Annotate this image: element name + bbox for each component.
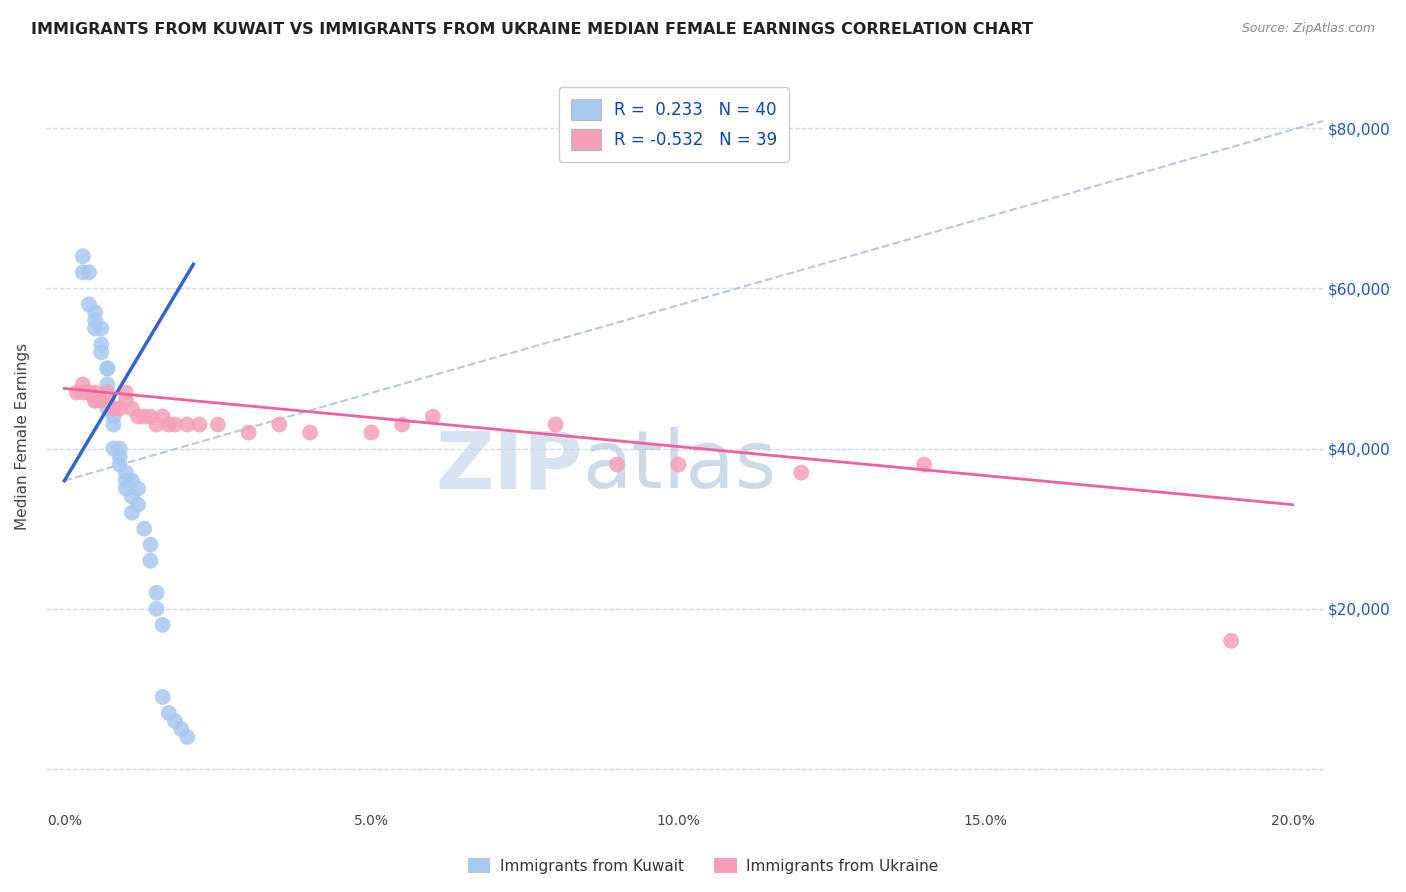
Point	[84, 321, 107, 335]
Point	[72, 385, 94, 400]
Point	[157, 417, 180, 432]
Point	[103, 442, 125, 456]
Point	[152, 409, 174, 424]
Point	[103, 417, 125, 432]
Point	[360, 425, 382, 440]
Point	[96, 401, 118, 416]
Point	[238, 425, 260, 440]
Point	[163, 417, 186, 432]
Point	[163, 714, 186, 728]
Y-axis label: Median Female Earnings: Median Female Earnings	[15, 343, 30, 530]
Point	[139, 554, 162, 568]
Point	[912, 458, 935, 472]
Point	[544, 417, 567, 432]
Point	[90, 321, 112, 335]
Point	[145, 602, 167, 616]
Point	[152, 690, 174, 704]
Legend: Immigrants from Kuwait, Immigrants from Ukraine: Immigrants from Kuwait, Immigrants from …	[461, 852, 945, 880]
Point	[121, 401, 143, 416]
Point	[790, 466, 813, 480]
Point	[127, 409, 149, 424]
Point	[90, 393, 112, 408]
Point	[90, 393, 112, 408]
Point	[176, 730, 198, 744]
Point	[96, 385, 118, 400]
Point	[77, 385, 100, 400]
Point	[108, 450, 131, 464]
Point	[114, 466, 136, 480]
Point	[1220, 633, 1243, 648]
Point	[96, 377, 118, 392]
Point	[90, 345, 112, 359]
Point	[108, 401, 131, 416]
Point	[145, 586, 167, 600]
Point	[114, 385, 136, 400]
Point	[77, 297, 100, 311]
Point	[207, 417, 229, 432]
Point	[77, 265, 100, 279]
Point	[90, 337, 112, 351]
Text: ZIP: ZIP	[436, 427, 582, 506]
Point	[72, 265, 94, 279]
Point	[188, 417, 211, 432]
Point	[103, 401, 125, 416]
Point	[391, 417, 413, 432]
Point	[84, 313, 107, 327]
Point	[84, 305, 107, 319]
Point	[103, 401, 125, 416]
Point	[108, 442, 131, 456]
Point	[145, 417, 167, 432]
Point	[157, 706, 180, 720]
Point	[152, 617, 174, 632]
Point	[139, 409, 162, 424]
Point	[96, 361, 118, 376]
Point	[134, 522, 156, 536]
Text: Source: ZipAtlas.com: Source: ZipAtlas.com	[1241, 22, 1375, 36]
Point	[127, 482, 149, 496]
Point	[139, 538, 162, 552]
Point	[96, 361, 118, 376]
Point	[114, 482, 136, 496]
Point	[103, 409, 125, 424]
Point	[72, 249, 94, 263]
Point	[121, 506, 143, 520]
Point	[299, 425, 322, 440]
Text: atlas: atlas	[582, 427, 776, 506]
Point	[176, 417, 198, 432]
Point	[84, 393, 107, 408]
Point	[170, 722, 193, 736]
Point	[66, 385, 89, 400]
Point	[96, 393, 118, 408]
Point	[121, 474, 143, 488]
Point	[108, 458, 131, 472]
Text: IMMIGRANTS FROM KUWAIT VS IMMIGRANTS FROM UKRAINE MEDIAN FEMALE EARNINGS CORRELA: IMMIGRANTS FROM KUWAIT VS IMMIGRANTS FRO…	[31, 22, 1033, 37]
Point	[103, 401, 125, 416]
Point	[72, 377, 94, 392]
Point	[84, 385, 107, 400]
Point	[668, 458, 690, 472]
Point	[422, 409, 444, 424]
Point	[114, 393, 136, 408]
Point	[121, 490, 143, 504]
Point	[269, 417, 291, 432]
Point	[127, 498, 149, 512]
Point	[134, 409, 156, 424]
Point	[114, 474, 136, 488]
Legend: R =  0.233   N = 40, R = -0.532   N = 39: R = 0.233 N = 40, R = -0.532 N = 39	[558, 87, 789, 161]
Point	[606, 458, 628, 472]
Point	[84, 393, 107, 408]
